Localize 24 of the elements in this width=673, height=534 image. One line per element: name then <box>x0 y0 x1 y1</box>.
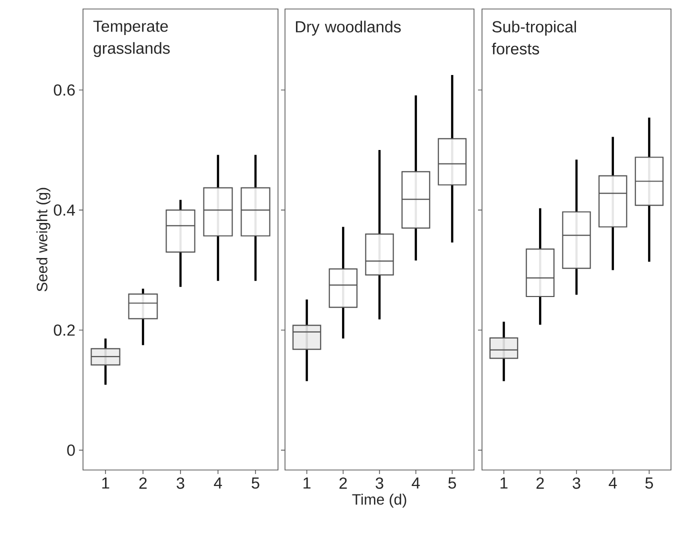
x-tick-label: 3 <box>176 478 184 489</box>
x-tick-label: 1 <box>500 478 508 489</box>
y-tick-label: 0 <box>67 444 75 456</box>
x-tick-label: 4 <box>412 478 420 489</box>
y-tick-label: 0.2 <box>54 324 75 336</box>
y-axis-title: Seed weight (g) <box>36 188 50 292</box>
x-tick-label: 3 <box>572 478 580 489</box>
x-tick-label: 4 <box>214 478 222 489</box>
x-tick-label: 4 <box>608 478 617 489</box>
y-tick-label: 0.6 <box>54 84 75 96</box>
x-tick-label: 3 <box>376 478 384 489</box>
y-tick-label: 0.4 <box>54 204 75 216</box>
x-tick-label: 2 <box>536 478 544 489</box>
x-tick-label: 1 <box>304 478 310 489</box>
x-tick-label: 1 <box>102 478 110 489</box>
x-tick-label: 2 <box>340 478 347 489</box>
x-tick-label: 2 <box>139 478 147 489</box>
x-axis-title: Time (d) <box>352 494 406 508</box>
text: Sub-tropical forests <box>492 20 576 54</box>
x-tick-label: 5 <box>448 478 456 489</box>
x-tick-label: 5 <box>252 478 260 489</box>
x-tick-label: 5 <box>645 478 653 489</box>
text: Dry woodlands <box>296 20 401 36</box>
text: Temperate grasslands <box>93 20 170 58</box>
